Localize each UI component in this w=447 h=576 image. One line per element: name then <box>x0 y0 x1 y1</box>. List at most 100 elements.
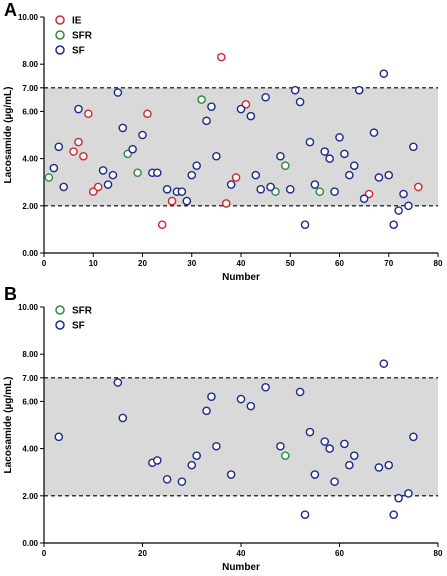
data-point-sf <box>138 130 147 140</box>
data-point-sf <box>177 477 187 486</box>
x-tick-label: 60 <box>335 259 344 268</box>
data-point-ie <box>216 52 226 62</box>
data-point-sf <box>276 441 285 451</box>
data-point-sf <box>118 413 128 423</box>
data-point-sf <box>226 470 236 479</box>
y-tick-label: 10.00 <box>18 303 39 312</box>
data-point-sf <box>276 151 285 161</box>
y-tick-label: 6.00 <box>22 107 38 116</box>
data-point-sf <box>103 180 113 189</box>
data-point-sf <box>320 147 330 156</box>
legend-label-sfr: SFR <box>72 306 93 317</box>
data-point-sfr <box>197 95 206 104</box>
data-point-sf <box>162 474 172 484</box>
data-point-ie <box>143 109 152 119</box>
data-point-sf <box>325 154 334 163</box>
data-point-sf <box>202 406 211 416</box>
reference-line-label: 7.00 <box>22 84 38 93</box>
data-point-sf <box>98 166 108 175</box>
data-point-sf <box>335 133 344 142</box>
data-point-sf <box>285 184 295 194</box>
data-point-sf <box>261 92 270 102</box>
data-point-sf <box>226 180 236 189</box>
x-tick-label: 80 <box>434 259 443 268</box>
y-tick-label: 10.00 <box>18 13 39 22</box>
reference-line-label: 7.00 <box>22 374 38 383</box>
data-point-sf <box>330 187 339 196</box>
data-point-ie <box>69 147 78 156</box>
data-point-sf <box>128 144 137 154</box>
data-point-ie <box>231 173 241 182</box>
data-point-sf <box>246 401 256 411</box>
legend-marker-sfr <box>55 30 65 40</box>
legend-label-sf: SF <box>72 46 85 57</box>
data-point-sf <box>266 182 275 192</box>
data-point-sf <box>108 170 118 180</box>
data-point-sf <box>389 510 398 519</box>
data-point-sf <box>54 142 64 152</box>
x-tick-label: 60 <box>335 549 344 558</box>
legend-label-sf: SF <box>72 321 85 332</box>
x-tick-label: 40 <box>237 549 246 558</box>
data-point-sf <box>182 196 192 206</box>
y-tick-label: 2.00 <box>22 492 38 501</box>
data-point-sfr <box>315 187 325 196</box>
data-point-sf <box>369 128 379 137</box>
data-point-sf <box>379 69 389 78</box>
data-point-sf <box>74 104 83 114</box>
x-tick-label: 20 <box>138 549 147 558</box>
x-axis-title: Number <box>222 562 260 573</box>
data-point-sf <box>295 97 305 107</box>
data-point-sf <box>345 170 354 180</box>
panel-a: 0.00 2.00 4.00 6.00 8.00 10.00 7.00 0 10 20 30 40 50… <box>3 0 443 283</box>
data-point-sf <box>340 439 349 449</box>
y-axis-title: Lacosamide (µg/mL) <box>3 87 14 184</box>
data-point-sf <box>246 111 256 121</box>
data-point-sf <box>349 451 359 460</box>
data-point-sf <box>384 460 394 470</box>
legend-marker-sfr <box>55 305 65 315</box>
data-point-sf <box>300 220 310 229</box>
y-tick-label: 8.00 <box>22 350 38 359</box>
data-point-sf <box>379 359 389 368</box>
data-point-sf <box>384 170 394 180</box>
y-tick-label: 4.00 <box>22 155 38 164</box>
data-point-sf <box>409 142 418 152</box>
data-point-sf <box>236 394 246 404</box>
data-point-sf <box>187 460 197 470</box>
y-tick-label: 0.00 <box>22 539 38 548</box>
data-point-sf <box>192 451 201 460</box>
data-point-ie <box>84 109 93 119</box>
x-tick-label: 50 <box>286 259 295 268</box>
data-point-sf <box>310 470 320 479</box>
y-tick-label: 2.00 <box>22 202 38 211</box>
data-point-sf <box>152 168 162 178</box>
data-point-ie <box>221 199 231 208</box>
data-point-sf <box>177 187 187 196</box>
data-point-sf <box>409 432 418 442</box>
panel-letter: B <box>4 284 17 304</box>
data-point-ie <box>74 137 83 147</box>
legend-marker-sf <box>55 320 65 330</box>
data-point-sf <box>394 206 403 215</box>
data-point-sf <box>374 173 384 182</box>
data-point-sfr <box>44 173 54 182</box>
data-point-sf <box>212 441 221 451</box>
data-point-sf <box>354 85 364 95</box>
x-tick-label: 10 <box>89 259 98 268</box>
x-tick-label: 20 <box>138 259 147 268</box>
data-point-sf <box>118 123 128 133</box>
data-point-sf <box>305 427 315 437</box>
x-tick-label: 80 <box>434 549 443 558</box>
legend-marker-sf <box>55 45 65 55</box>
data-point-sf <box>54 432 64 442</box>
data-point-sfr <box>281 161 290 170</box>
data-point-sf <box>236 104 246 114</box>
data-point-sf <box>340 149 349 159</box>
data-point-ie <box>167 196 177 206</box>
x-tick-label: 40 <box>237 259 246 268</box>
data-point-sfr <box>133 168 142 178</box>
data-point-sf <box>207 392 216 401</box>
data-point-sf <box>261 382 270 392</box>
data-point-sf <box>349 161 359 170</box>
